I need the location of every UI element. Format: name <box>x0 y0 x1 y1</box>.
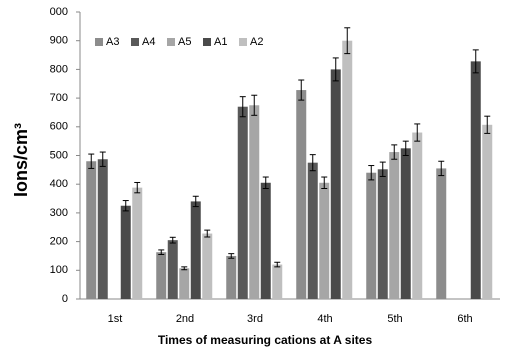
error-bar <box>309 154 316 172</box>
bar <box>179 268 190 299</box>
error-bar <box>99 151 106 167</box>
bar <box>132 187 143 299</box>
y-tick-label: 300 <box>50 207 68 219</box>
error-bar <box>274 261 281 268</box>
bar <box>97 159 108 299</box>
bar <box>319 182 330 299</box>
error-bar <box>484 115 491 134</box>
bar <box>202 233 213 299</box>
bar <box>342 40 353 299</box>
legend-swatch <box>131 38 139 46</box>
x-tick-label: 6th <box>457 313 472 325</box>
legend-label: A4 <box>142 36 155 48</box>
x-tick-label: 3rd <box>247 313 263 325</box>
error-bar <box>239 96 246 118</box>
bar <box>400 148 411 299</box>
error-bar <box>438 160 445 177</box>
y-tick-label: 000 <box>50 6 68 18</box>
bar <box>226 255 237 299</box>
y-tick-label: 600 <box>50 121 68 133</box>
y-tick-label: 100 <box>50 264 68 276</box>
legend-swatch <box>95 38 103 46</box>
x-tick-label: 5th <box>387 313 402 325</box>
bar <box>389 152 400 299</box>
y-tick-label: 500 <box>50 149 68 161</box>
error-bar <box>181 266 188 271</box>
error-bar <box>332 57 339 82</box>
error-bar <box>228 253 235 259</box>
error-bar <box>391 144 398 160</box>
bar <box>120 205 131 299</box>
bar <box>470 61 481 299</box>
bar <box>307 162 318 299</box>
y-tick-label: 700 <box>50 92 68 104</box>
bar <box>167 240 178 299</box>
error-bar <box>251 94 258 116</box>
legend-label: A1 <box>214 36 227 48</box>
y-tick-label: 400 <box>50 178 68 190</box>
error-bar <box>344 27 351 55</box>
error-bar <box>368 165 375 181</box>
x-tick-label: 4th <box>317 313 332 325</box>
bar <box>436 168 447 299</box>
bar <box>412 132 423 299</box>
bar <box>366 172 377 299</box>
legend-label: A2 <box>250 36 263 48</box>
bar <box>86 161 97 299</box>
bar <box>190 201 201 299</box>
error-bar <box>321 176 328 190</box>
bar <box>296 90 307 300</box>
error-bar <box>122 200 129 212</box>
bar <box>237 106 248 300</box>
error-bar <box>158 249 165 256</box>
bar <box>249 105 260 300</box>
error-bar <box>204 229 211 238</box>
x-axis-title: Times of measuring cations at A sites <box>158 333 373 347</box>
y-axis-title: Ions/cm³ <box>11 123 31 197</box>
error-bar <box>414 123 421 142</box>
bar <box>260 182 271 299</box>
legend-swatch <box>239 38 247 46</box>
x-tick-label: 1st <box>108 313 123 325</box>
error-bar <box>298 79 305 101</box>
bar <box>156 252 167 299</box>
legend-swatch <box>203 38 211 46</box>
bar <box>482 124 493 299</box>
y-tick-label: 200 <box>50 236 68 248</box>
error-bar <box>134 181 141 194</box>
error-bar <box>169 236 176 244</box>
error-bar <box>402 140 409 156</box>
bar <box>272 264 283 299</box>
y-tick-label: 900 <box>50 35 68 47</box>
legend-label: A3 <box>106 36 119 48</box>
error-bar <box>262 176 269 190</box>
error-bar <box>472 49 479 74</box>
y-tick-label: 0 <box>62 293 68 305</box>
x-tick-label: 2nd <box>176 313 194 325</box>
error-bar <box>379 161 386 177</box>
legend-swatch <box>167 38 175 46</box>
error-bar <box>88 153 95 169</box>
bar <box>377 169 388 299</box>
bar <box>330 69 341 300</box>
error-bar <box>192 195 199 208</box>
y-tick-label: 800 <box>50 63 68 75</box>
legend-label: A5 <box>178 36 191 48</box>
